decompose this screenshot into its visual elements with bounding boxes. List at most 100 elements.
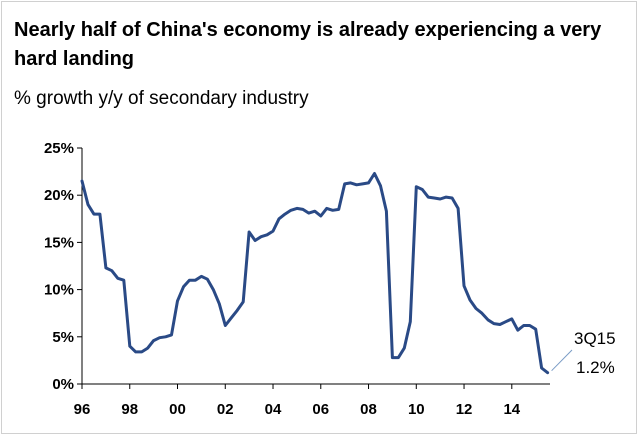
data-point	[445, 196, 447, 198]
data-point	[158, 336, 161, 339]
data-point	[367, 182, 370, 184]
data-point	[105, 267, 107, 269]
data-point	[355, 184, 358, 186]
data-point	[218, 302, 221, 305]
x-tick-label: 02	[217, 401, 234, 418]
data-point	[319, 215, 322, 217]
data-point	[451, 197, 453, 199]
data-point	[415, 185, 418, 188]
annotation-leader-line	[551, 349, 573, 372]
data-point	[331, 209, 334, 212]
data-point	[475, 307, 477, 310]
data-point	[206, 278, 209, 281]
data-point	[516, 329, 519, 331]
chart-title: Nearly half of China's economy is alread…	[14, 19, 602, 70]
y-tick-label: 0%	[52, 376, 74, 393]
data-point	[152, 339, 155, 342]
data-point	[505, 320, 507, 323]
data-point	[170, 334, 173, 336]
data-point	[546, 371, 549, 374]
y-tick-label: 15%	[44, 234, 74, 251]
x-tick-label: 06	[312, 401, 329, 418]
x-axis: 96 98 00 02 04 06 08 10 12 14	[74, 383, 550, 418]
x-tick-label: 10	[408, 401, 425, 418]
data-point	[134, 351, 137, 353]
data-point	[314, 210, 316, 213]
chart-subtitle: % growth y/y of secondary industry	[14, 88, 309, 109]
y-tick-label: 25%	[44, 140, 74, 157]
data-point	[361, 183, 364, 185]
data-point	[164, 336, 167, 338]
data-point	[427, 196, 430, 198]
data-point	[373, 172, 376, 175]
data-point	[176, 300, 179, 302]
data-point	[188, 279, 191, 281]
x-tick-label: 08	[360, 401, 377, 418]
data-point	[266, 234, 268, 236]
data-point	[212, 288, 215, 291]
data-point	[296, 207, 298, 210]
annotation-label: 3Q15	[574, 329, 616, 348]
series-group	[80, 172, 550, 375]
data-point	[146, 347, 149, 349]
data-point	[349, 182, 352, 184]
data-point	[499, 323, 501, 326]
data-point	[421, 188, 424, 191]
data-point	[510, 318, 513, 320]
data-point	[290, 209, 292, 212]
annotation: 3Q15 1.2%	[551, 329, 616, 377]
x-tick-label: 00	[169, 401, 186, 418]
data-point	[487, 319, 489, 321]
data-point	[272, 230, 274, 232]
data-point	[337, 208, 340, 211]
data-point	[379, 184, 382, 187]
annotation-value: 1.2%	[576, 358, 615, 377]
y-axis: 0% 5% 10% 15% 20% 25%	[44, 140, 83, 393]
data-point	[463, 285, 465, 287]
data-point	[308, 212, 310, 214]
data-point	[284, 213, 286, 215]
data-point	[99, 213, 101, 215]
x-tick-label: 04	[265, 401, 282, 418]
data-point	[433, 197, 435, 199]
data-point	[481, 312, 483, 315]
data-point	[111, 269, 113, 272]
data-point	[278, 218, 280, 220]
data-point	[439, 198, 441, 200]
y-tick-label: 10%	[44, 282, 74, 299]
series-line	[80, 172, 550, 375]
data-point	[236, 309, 239, 312]
data-point	[343, 183, 346, 185]
data-point	[385, 210, 388, 213]
data-point	[254, 239, 256, 242]
data-point	[224, 324, 227, 327]
data-point	[469, 299, 471, 301]
x-tick-label: 12	[456, 401, 473, 418]
data-point	[242, 301, 244, 303]
data-point	[200, 275, 203, 278]
data-point	[87, 203, 89, 206]
x-tick-label: 96	[74, 401, 91, 418]
data-point	[528, 324, 531, 327]
data-point	[457, 207, 459, 210]
data-point	[140, 351, 143, 353]
data-point	[117, 277, 119, 280]
x-tick-label: 14	[503, 401, 520, 418]
data-point	[397, 356, 400, 359]
data-point	[93, 213, 95, 215]
data-point	[534, 328, 537, 331]
data-point	[493, 322, 495, 325]
data-point	[325, 207, 328, 210]
data-point	[122, 279, 125, 281]
data-point	[128, 345, 131, 348]
data-point	[403, 347, 406, 349]
data-point	[522, 324, 525, 327]
data-point	[182, 285, 185, 288]
data-point	[81, 180, 83, 182]
data-point	[302, 208, 304, 211]
y-tick-label: 5%	[52, 329, 74, 346]
data-point	[391, 356, 394, 359]
data-point	[409, 320, 412, 323]
